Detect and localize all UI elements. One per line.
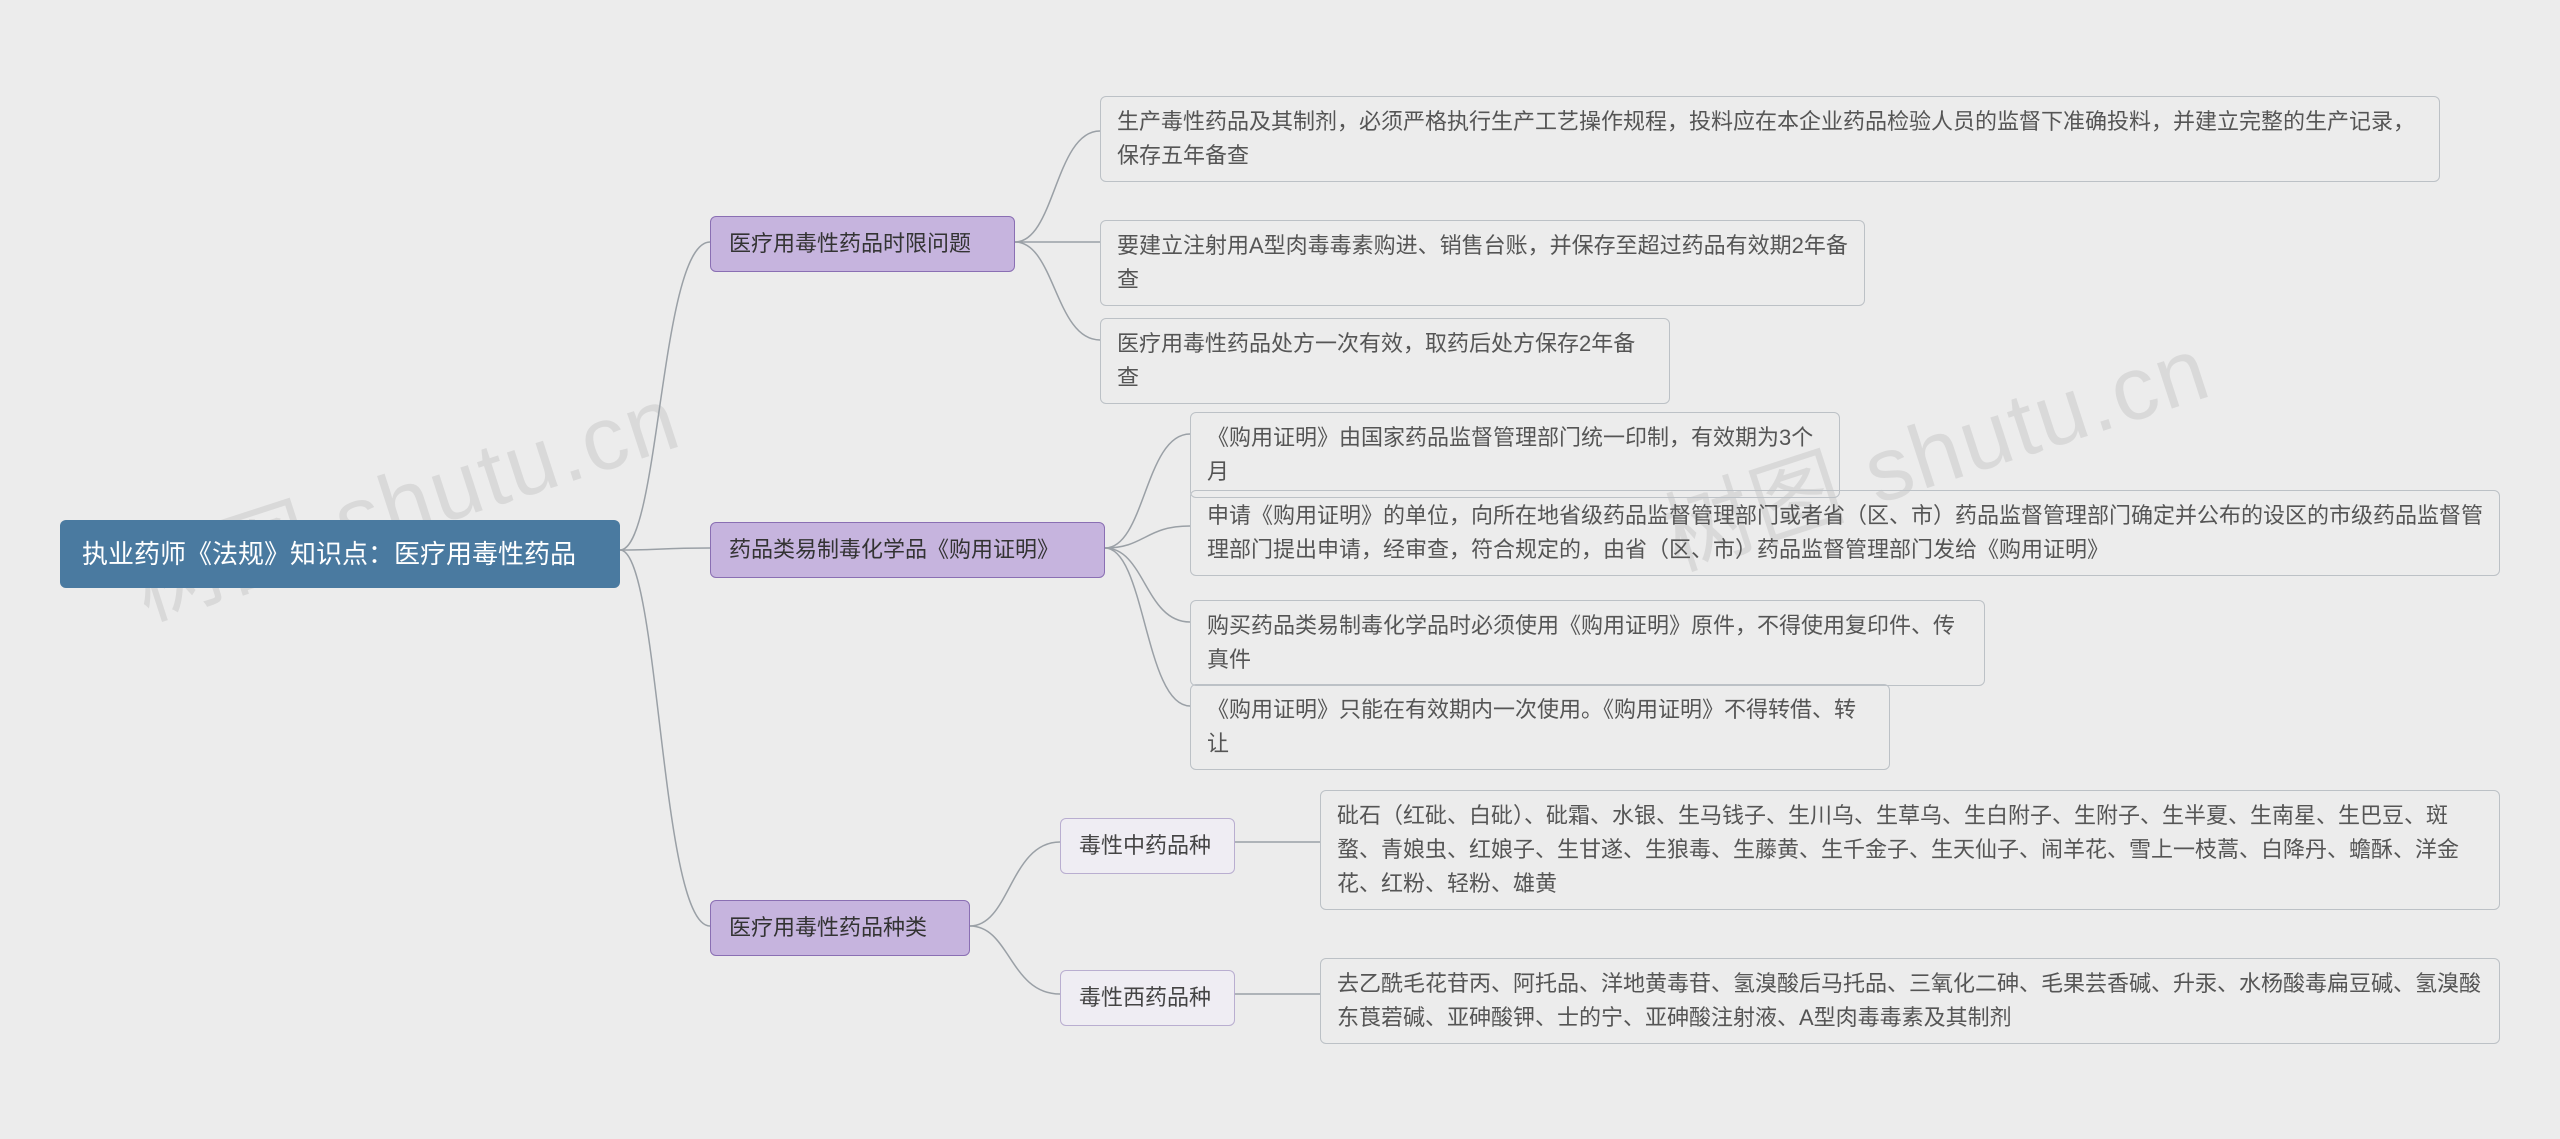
leaf-node: 砒石（红砒、白砒）、砒霜、水银、生马钱子、生川乌、生草乌、生白附子、生附子、生半… bbox=[1320, 790, 2500, 910]
leaf-node: 申请《购用证明》的单位，向所在地省级药品监督管理部门或者省（区、市）药品监督管理… bbox=[1190, 490, 2500, 576]
leaf-node: 医疗用毒性药品处方一次有效，取药后处方保存2年备查 bbox=[1100, 318, 1670, 404]
subbranch-tcm-toxic[interactable]: 毒性中药品种 bbox=[1060, 818, 1235, 874]
leaf-node: 生产毒性药品及其制剂，必须严格执行生产工艺操作规程，投料应在本企业药品检验人员的… bbox=[1100, 96, 2440, 182]
watermark: 树图 shutu.cn bbox=[114, 346, 694, 645]
leaf-node: 去乙酰毛花苷丙、阿托品、洋地黄毒苷、氢溴酸后马托品、三氧化二砷、毛果芸香碱、升汞… bbox=[1320, 958, 2500, 1044]
leaf-node: 购买药品类易制毒化学品时必须使用《购用证明》原件，不得使用复印件、传真件 bbox=[1190, 600, 1985, 686]
leaf-node: 要建立注射用A型肉毒毒素购进、销售台账，并保存至超过药品有效期2年备查 bbox=[1100, 220, 1865, 306]
branch-purchase-cert[interactable]: 药品类易制毒化学品《购用证明》 bbox=[710, 522, 1105, 578]
mindmap-root[interactable]: 执业药师《法规》知识点：医疗用毒性药品 bbox=[60, 520, 620, 588]
subbranch-western-toxic[interactable]: 毒性西药品种 bbox=[1060, 970, 1235, 1026]
branch-drug-types[interactable]: 医疗用毒性药品种类 bbox=[710, 900, 970, 956]
leaf-node: 《购用证明》只能在有效期内一次使用。《购用证明》不得转借、转让 bbox=[1190, 684, 1890, 770]
leaf-node: 《购用证明》由国家药品监督管理部门统一印制，有效期为3个月 bbox=[1190, 412, 1840, 498]
branch-time-limit[interactable]: 医疗用毒性药品时限问题 bbox=[710, 216, 1015, 272]
